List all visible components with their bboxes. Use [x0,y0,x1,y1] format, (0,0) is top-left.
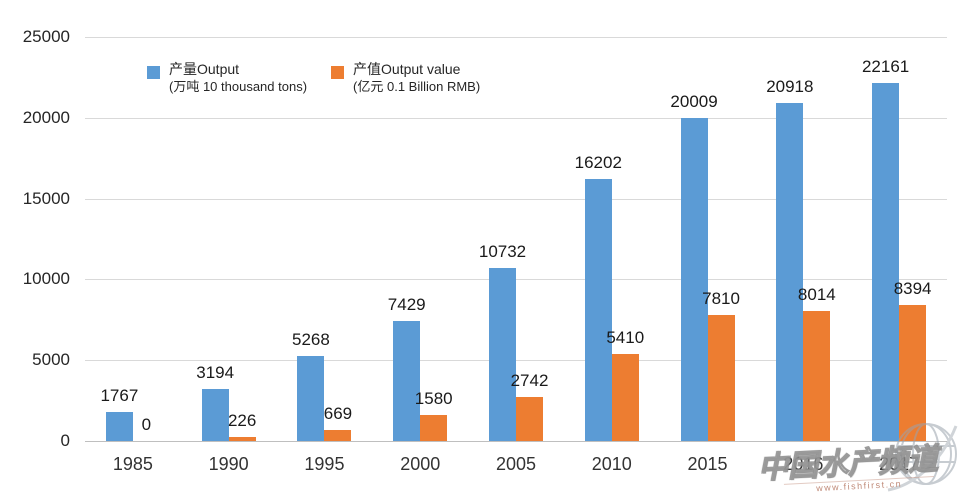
x-tick-label: 2015 [687,454,728,474]
output-bar-value-label: 20009 [670,91,718,111]
output-value-bar [707,314,735,441]
y-tick-label: 10000 [22,269,70,289]
gridline [85,117,947,119]
output-bar [680,117,708,441]
gridline [85,279,947,281]
output-value-bar-value-label: 2742 [510,370,549,390]
x-tick-label: 1995 [304,454,345,474]
legend-swatch-output-icon [147,66,160,79]
output-bar-value-label: 5268 [292,329,330,349]
output-value-bar [228,437,256,441]
x-tick-label: 2005 [495,454,537,474]
output-bar-value-label: 16202 [574,153,622,173]
output-value-bar [803,311,831,441]
legend: 产量Output (万吨 10 thousand tons) 产值Output … [147,61,480,95]
output-value-bar-value-label: 226 [227,411,257,431]
output-value-bar-value-label: 8394 [893,279,932,299]
x-tick-label: 1990 [208,454,249,474]
globe-wireframe-icon [887,423,958,492]
output-value-bar [899,305,927,441]
output-value-bar-value-label: 1580 [414,389,453,409]
gridline [85,360,947,362]
x-tick-label: 2016 [783,454,824,474]
output-value-bar [611,353,639,441]
output-value-bar-value-label: 5410 [606,327,645,347]
output-value-bar-value-label: 0 [141,415,152,434]
output-bar-value-label: 10732 [478,241,527,261]
gridline [85,198,947,200]
output-bar [872,82,900,441]
output-bar [584,179,612,441]
output-bar [489,267,516,441]
legend-swatch-output-value-icon [331,66,345,79]
y-tick-label: 5000 [32,350,70,370]
x-tick-label: 2017 [879,454,920,474]
output-value-bar-value-label: 669 [323,404,353,424]
output-bar-value-label: 22161 [861,56,910,76]
x-tick-label: 2010 [591,454,632,474]
legend-item-output-value: 产值Output value (亿元 0.1 Billion RMB) [331,61,480,95]
output-value-bar-value-label: 7810 [702,288,740,308]
gridline [85,37,947,38]
output-bar-value-label: 20918 [766,76,814,96]
output-value-bar [324,430,352,441]
output-bar-value-label: 1767 [100,386,139,406]
y-tick-label: 20000 [22,107,70,127]
output-bar [105,412,133,441]
output-value-bar [516,396,543,441]
output-bar-value-label: 3194 [196,363,235,383]
legend-item-output: 产量Output (万吨 10 thousand tons) [147,61,307,95]
legend-unit-output: (万吨 10 thousand tons) [169,79,308,94]
output-bar [297,355,325,441]
output-bar [201,389,229,441]
x-tick-label: 1985 [112,454,153,474]
legend-label-output: 产量Output [169,61,240,77]
output-value-bar-value-label: 8014 [797,285,836,305]
x-axis-line [85,441,947,442]
y-tick-label: 15000 [22,188,70,208]
output-value-bar [420,415,448,441]
x-tick-label: 2000 [400,454,441,474]
legend-unit-output-value: (亿元 0.1 Billion RMB) [353,79,481,94]
y-tick-label: 25000 [22,27,70,46]
y-tick-label: 0 [60,431,70,450]
output-bar [776,102,804,441]
output-bar [393,320,421,441]
legend-label-output-value: 产值Output value [353,61,461,77]
output-bar-value-label: 7429 [387,294,426,314]
